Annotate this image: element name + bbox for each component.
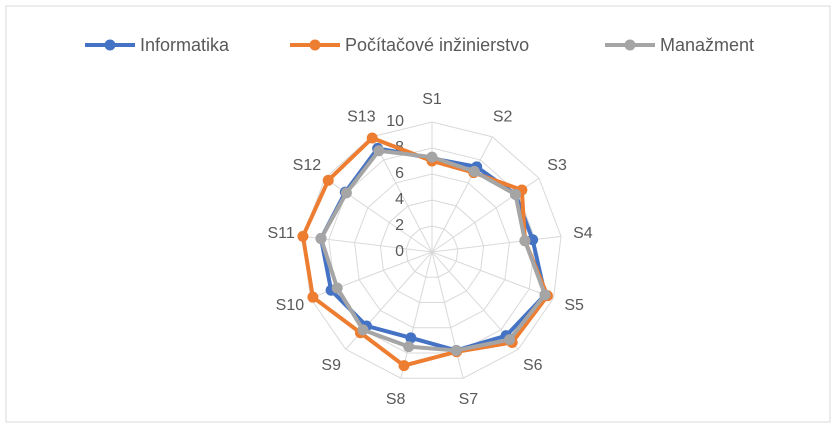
grid-ring [302, 121, 562, 379]
category-label: S8 [386, 391, 406, 408]
marker [357, 324, 369, 336]
category-label: S13 [347, 109, 376, 126]
legend-marker [104, 39, 116, 51]
marker [322, 174, 334, 186]
marker [398, 360, 410, 372]
legend-label: Manažment [660, 35, 754, 55]
chart-border [5, 5, 831, 423]
marker [426, 151, 438, 163]
grid-ring [405, 225, 459, 278]
marker [331, 282, 343, 294]
y-tick-label: 10 [386, 113, 404, 130]
legend-marker [309, 39, 321, 51]
category-label: S4 [573, 225, 593, 242]
marker [403, 341, 415, 353]
y-tick-label: 2 [395, 217, 404, 234]
marker [519, 235, 531, 247]
spoke [431, 251, 464, 379]
legend-label: Informatika [140, 35, 230, 55]
marker [366, 132, 378, 144]
marker [504, 334, 516, 346]
category-label: S5 [564, 297, 584, 314]
y-tick-label: 6 [395, 165, 404, 182]
category-label: S12 [293, 157, 322, 174]
grid-ring [379, 199, 485, 303]
legend-marker [624, 39, 636, 51]
spoke [431, 235, 562, 253]
spoke [371, 136, 433, 253]
category-label: S6 [523, 357, 543, 374]
marker [539, 289, 551, 301]
marker [373, 145, 385, 157]
marker [340, 187, 352, 199]
category-label: S10 [276, 297, 305, 314]
marker [450, 344, 462, 356]
category-label: S11 [267, 225, 294, 242]
category-label: S3 [547, 157, 567, 174]
spoke [431, 251, 554, 299]
marker [307, 291, 319, 303]
marker [297, 230, 309, 242]
marker [468, 165, 480, 177]
marker [405, 332, 417, 344]
category-label: S2 [493, 109, 513, 126]
marker [509, 188, 521, 200]
y-tick-label: 0 [395, 243, 404, 260]
series-line [319, 148, 548, 353]
y-tick-label: 4 [395, 191, 404, 208]
grid-ring [354, 173, 510, 329]
spoke [431, 136, 493, 253]
spoke [400, 251, 433, 379]
series-line [300, 136, 550, 368]
category-label: S7 [459, 391, 479, 408]
category-label: S1 [422, 91, 442, 108]
legend-label: Počítačové inžinierstvo [345, 35, 529, 55]
category-label: S9 [321, 357, 341, 374]
marker [315, 233, 327, 245]
